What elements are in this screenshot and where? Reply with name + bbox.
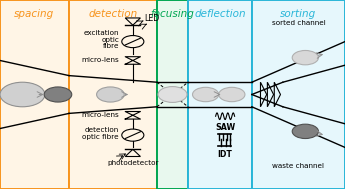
Circle shape (292, 50, 318, 65)
Circle shape (44, 87, 72, 102)
Bar (69, 0, 157, 189)
Circle shape (193, 87, 219, 102)
Circle shape (0, 82, 45, 107)
Text: LED: LED (144, 14, 159, 23)
Text: spacing: spacing (14, 9, 55, 19)
Text: excitation
optic
fibre: excitation optic fibre (83, 30, 119, 50)
Text: IDT: IDT (217, 150, 233, 159)
Bar (252, 0, 345, 189)
Bar (188, 0, 252, 189)
Circle shape (219, 87, 245, 102)
Text: waste channel: waste channel (273, 163, 324, 169)
Text: detection
optic fibre: detection optic fibre (82, 127, 119, 140)
Circle shape (292, 124, 318, 139)
Bar (157, 0, 188, 189)
Text: micro-lens: micro-lens (81, 57, 119, 64)
Text: sorting: sorting (280, 9, 317, 19)
Circle shape (158, 87, 187, 102)
Text: photodetector: photodetector (107, 160, 159, 166)
Text: SAW: SAW (215, 123, 235, 132)
Text: detection: detection (88, 9, 138, 19)
Text: focusing: focusing (150, 9, 195, 19)
Text: micro-lens: micro-lens (81, 112, 119, 118)
Circle shape (97, 87, 124, 102)
Bar (0, 0, 69, 189)
Text: sorted channel: sorted channel (272, 20, 325, 26)
Text: deflection: deflection (194, 9, 246, 19)
